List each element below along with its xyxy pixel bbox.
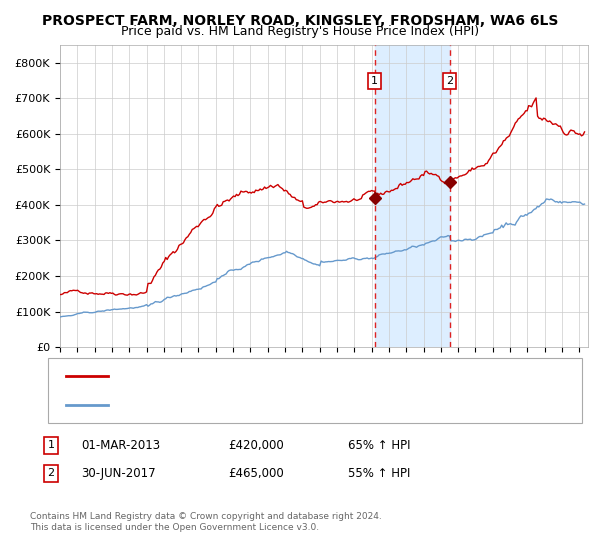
- Text: 1: 1: [371, 76, 378, 86]
- Text: £420,000: £420,000: [228, 438, 284, 452]
- Text: PROSPECT FARM, NORLEY ROAD, KINGSLEY, FRODSHAM, WA6 6LS (detached house): PROSPECT FARM, NORLEY ROAD, KINGSLEY, FR…: [117, 371, 556, 381]
- Text: Contains HM Land Registry data © Crown copyright and database right 2024.
This d: Contains HM Land Registry data © Crown c…: [30, 512, 382, 532]
- Text: PROSPECT FARM, NORLEY ROAD, KINGSLEY, FRODSHAM, WA6 6LS: PROSPECT FARM, NORLEY ROAD, KINGSLEY, FR…: [42, 14, 558, 28]
- Text: 01-MAR-2013: 01-MAR-2013: [81, 438, 160, 452]
- Text: Price paid vs. HM Land Registry's House Price Index (HPI): Price paid vs. HM Land Registry's House …: [121, 25, 479, 38]
- Text: 1: 1: [47, 440, 55, 450]
- Text: 30-JUN-2017: 30-JUN-2017: [81, 466, 155, 480]
- Text: 2: 2: [446, 76, 453, 86]
- Text: £465,000: £465,000: [228, 466, 284, 480]
- Text: 55% ↑ HPI: 55% ↑ HPI: [348, 466, 410, 480]
- Text: HPI: Average price, detached house, Cheshire West and Chester: HPI: Average price, detached house, Ches…: [117, 400, 452, 410]
- Text: 65% ↑ HPI: 65% ↑ HPI: [348, 438, 410, 452]
- Bar: [374, 45, 449, 347]
- Text: 2: 2: [47, 468, 55, 478]
